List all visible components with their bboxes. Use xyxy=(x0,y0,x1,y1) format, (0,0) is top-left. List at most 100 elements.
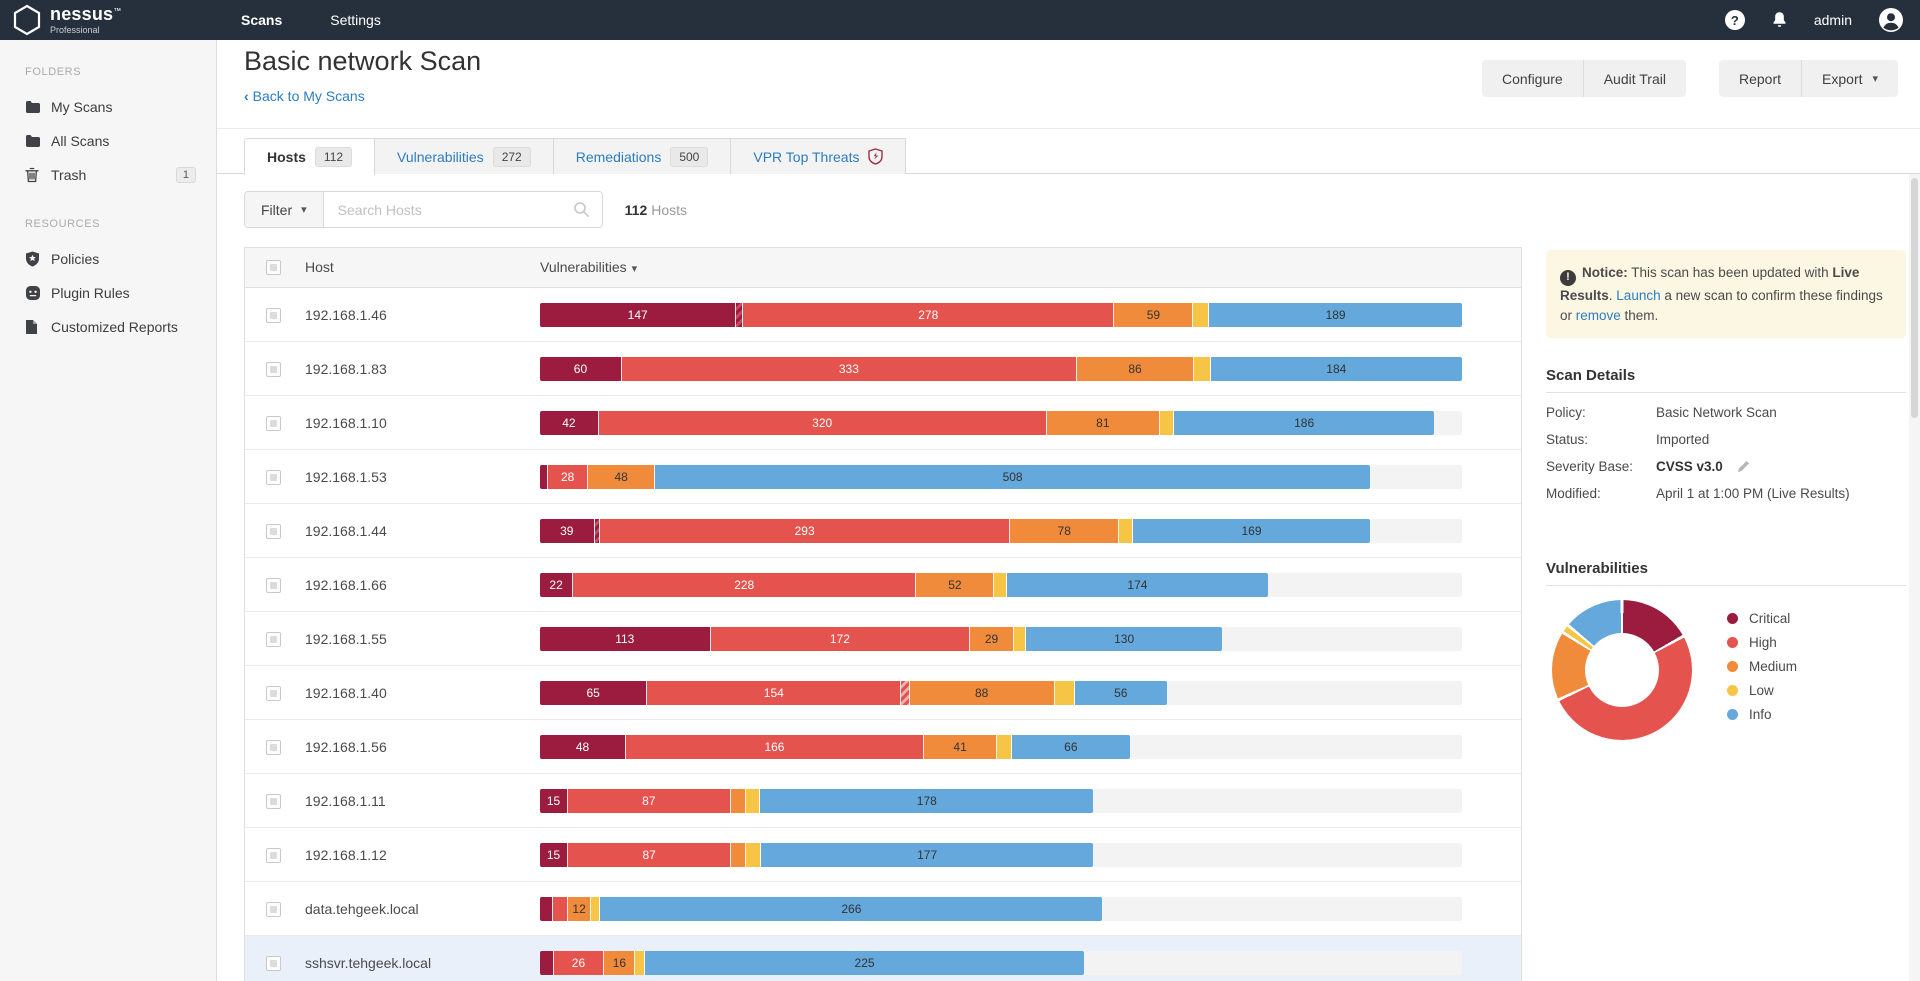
document-icon xyxy=(25,319,51,335)
sidebar-item-trash[interactable]: Trash 1 xyxy=(0,158,216,192)
remove-link[interactable]: remove xyxy=(1575,307,1621,323)
row-checkbox[interactable] xyxy=(266,416,281,431)
legend-item-low: Low xyxy=(1727,678,1797,702)
bar-segment-info: 225 xyxy=(645,951,1084,975)
nav-link-scans[interactable]: Scans xyxy=(241,12,283,28)
notice-label: Notice: xyxy=(1582,265,1628,280)
table-row[interactable]: 192.168.1.56 48 166 41 66 xyxy=(245,720,1521,774)
bar-segment-info: 177 xyxy=(761,843,1094,867)
table-row[interactable]: 192.168.1.55 113 172 29 130 xyxy=(245,612,1521,666)
username-label[interactable]: admin xyxy=(1813,12,1852,28)
table-row[interactable]: 192.168.1.46 147 278 59 189 xyxy=(245,288,1521,342)
back-to-my-scans-link[interactable]: ‹ Back to My Scans xyxy=(244,88,365,104)
brand-subtitle: Professional xyxy=(50,25,100,35)
donut-hole xyxy=(1585,633,1659,707)
row-checkbox[interactable] xyxy=(266,902,281,917)
select-all-checkbox[interactable] xyxy=(266,260,281,275)
trash-icon xyxy=(25,167,51,183)
host-name: 192.168.1.53 xyxy=(305,468,387,485)
audit-trail-button[interactable]: Audit Trail xyxy=(1582,60,1686,97)
row-checkbox[interactable] xyxy=(266,794,281,809)
help-icon[interactable]: ? xyxy=(1724,10,1745,30)
shield-star-icon xyxy=(25,251,51,267)
host-name: sshsvr.tehgeek.local xyxy=(305,954,432,971)
scan-detail-row: Severity Base: CVSS v3.0 xyxy=(1546,458,1916,474)
row-checkbox[interactable] xyxy=(266,740,281,755)
tab-hosts[interactable]: Hosts 112 xyxy=(244,138,376,175)
search-hosts-input[interactable] xyxy=(323,192,602,227)
bar-segment-medium: 52 xyxy=(916,573,995,597)
bar-segment-hatch-ch xyxy=(736,303,743,327)
bar-segment-medium: 88 xyxy=(909,681,1055,705)
table-row[interactable]: sshsvr.tehgeek.local 26 16 225 xyxy=(245,936,1521,981)
vulnerabilities-panel-title: Vulnerabilities xyxy=(1546,560,1648,577)
report-button[interactable]: Report xyxy=(1719,60,1802,97)
bar-segment-critical xyxy=(540,951,554,975)
vulnerability-bar: 28 48 508 xyxy=(540,465,1462,489)
back-link-label: Back to My Scans xyxy=(252,88,365,104)
table-row[interactable]: 192.168.1.44 39 293 78 169 xyxy=(245,504,1521,558)
scan-detail-row: Modified: April 1 at 1:00 PM (Live Resul… xyxy=(1546,485,1916,501)
row-checkbox[interactable] xyxy=(266,632,281,647)
host-count: 112 Hosts xyxy=(625,202,687,218)
table-row[interactable]: 192.168.1.83 60 333 86 184 xyxy=(245,342,1521,396)
nessus-logo[interactable]: nessus™ Professional xyxy=(0,0,217,40)
host-count-number: 112 xyxy=(624,201,648,218)
row-checkbox[interactable] xyxy=(266,848,281,863)
detail-value: April 1 at 1:00 PM (Live Results) xyxy=(1656,485,1850,501)
scrollbar-thumb[interactable] xyxy=(1911,178,1918,418)
row-checkbox[interactable] xyxy=(266,470,281,485)
table-row[interactable]: 192.168.1.40 65 154 88 56 xyxy=(245,666,1521,720)
row-checkbox[interactable] xyxy=(266,524,281,539)
brand-text: nessus™ Professional xyxy=(50,5,121,35)
configure-button[interactable]: Configure xyxy=(1482,60,1583,97)
bar-segment-low xyxy=(1054,681,1075,705)
tab-vpr-top-threats[interactable]: VPR Top Threats xyxy=(731,138,907,174)
sidebar-sections: FOLDERS My Scans All Scans Trash 1 RESOU… xyxy=(0,66,216,344)
nav-link-settings[interactable]: Settings xyxy=(330,12,381,28)
scan-detail-row: Status: Imported xyxy=(1546,431,1916,447)
folder-icon xyxy=(25,100,51,114)
bar-segment-medium: 41 xyxy=(923,735,998,759)
vulnerability-bar: 147 278 59 189 xyxy=(540,303,1462,327)
row-checkbox[interactable] xyxy=(266,956,281,971)
column-header-vulnerabilities[interactable]: Vulnerabilities ▾ xyxy=(540,259,638,275)
table-row[interactable]: 192.168.1.11 15 87 178 xyxy=(245,774,1521,828)
table-row[interactable]: 192.168.1.66 22 228 52 174 xyxy=(245,558,1521,612)
column-header-host[interactable]: Host xyxy=(305,259,334,275)
bar-segment-info: 508 xyxy=(655,465,1370,489)
bar-segment-critical: 60 xyxy=(540,357,622,381)
row-checkbox[interactable] xyxy=(266,686,281,701)
table-row[interactable]: 192.168.1.12 15 87 177 xyxy=(245,828,1521,882)
sidebar-item-policies[interactable]: Policies xyxy=(0,242,216,276)
legend-item-critical: Critical xyxy=(1727,606,1797,630)
export-button[interactable]: Export ▾ xyxy=(1801,60,1899,97)
table-row[interactable]: 192.168.1.53 28 48 508 xyxy=(245,450,1521,504)
hexagon-logo-icon xyxy=(12,4,42,36)
vulnerability-bar: 42 320 81 186 xyxy=(540,411,1462,435)
tab-remediations[interactable]: Remediations 500 xyxy=(553,138,732,174)
exclamation-icon: ! xyxy=(1560,269,1576,286)
row-checkbox[interactable] xyxy=(266,362,281,377)
sidebar-item-plugin-rules[interactable]: Plugin Rules xyxy=(0,276,216,310)
user-avatar-icon[interactable] xyxy=(1878,7,1904,33)
table-row[interactable]: data.tehgeek.local 12 266 xyxy=(245,882,1521,936)
tab-vulnerabilities[interactable]: Vulnerabilities 272 xyxy=(375,138,554,174)
vulnerability-bar: 48 166 41 66 xyxy=(540,735,1462,759)
search-icon xyxy=(573,201,590,218)
launch-link[interactable]: Launch xyxy=(1616,287,1661,303)
row-checkbox[interactable] xyxy=(266,308,281,323)
sidebar-item-my-scans[interactable]: My Scans xyxy=(0,90,216,124)
sidebar-item-all-scans[interactable]: All Scans xyxy=(0,124,216,158)
table-row[interactable]: 192.168.1.10 42 320 81 186 xyxy=(245,396,1521,450)
bar-segment-high: 28 xyxy=(548,465,588,489)
plug-icon xyxy=(25,285,51,301)
notifications-bell-icon[interactable] xyxy=(1771,11,1788,29)
bar-segment-low xyxy=(1194,357,1211,381)
edit-pencil-icon[interactable] xyxy=(1737,459,1751,473)
row-checkbox[interactable] xyxy=(266,578,281,593)
bar-segment-low xyxy=(745,789,761,813)
sidebar-item-customized-reports[interactable]: Customized Reports xyxy=(0,310,216,344)
filter-button[interactable]: Filter ▾ xyxy=(245,192,324,227)
detail-label: Policy: xyxy=(1546,404,1586,420)
